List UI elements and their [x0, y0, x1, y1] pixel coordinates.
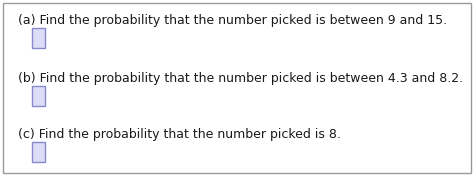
Text: (b) Find the probability that the number picked is between 4.3 and 8.2.: (b) Find the probability that the number…	[18, 72, 463, 85]
Bar	[32, 86, 45, 106]
Bar	[32, 142, 45, 162]
Text: (c) Find the probability that the number picked is 8.: (c) Find the probability that the number…	[18, 128, 341, 141]
Text: (a) Find the probability that the number picked is between 9 and 15.: (a) Find the probability that the number…	[18, 14, 447, 27]
Bar	[32, 28, 45, 48]
